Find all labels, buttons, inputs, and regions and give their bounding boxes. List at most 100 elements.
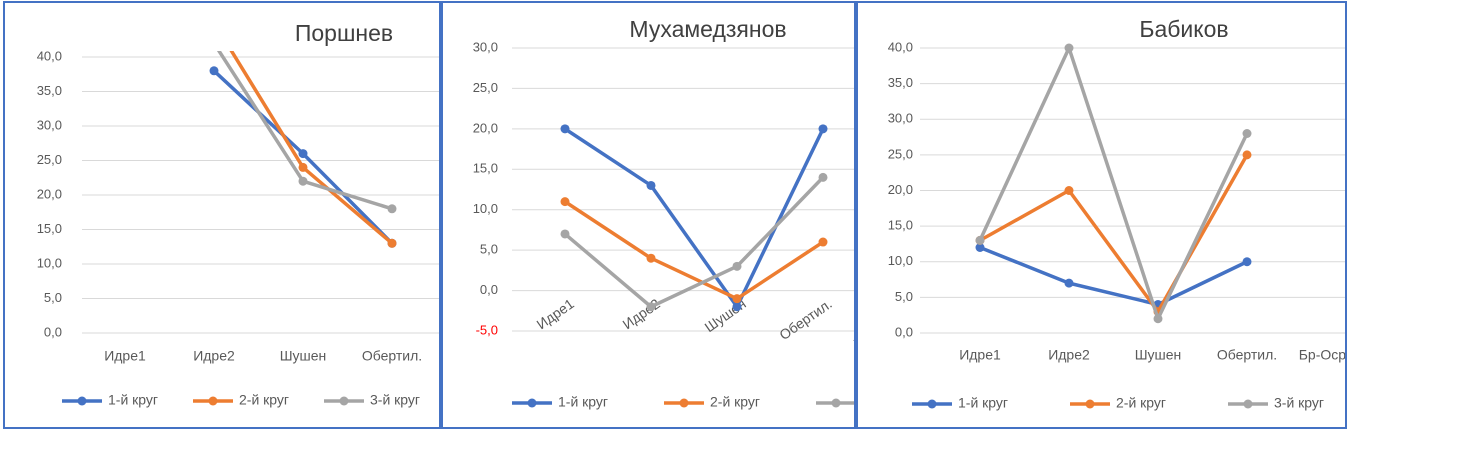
chart-panel: Бабиков 0,0 5,0 10,0 15,0 20,0 25,0 30,0 35,0 40,… xyxy=(856,1,1347,429)
series-line xyxy=(229,51,394,245)
series-line xyxy=(979,245,1248,307)
y-tick-label: 25,0 xyxy=(888,146,913,161)
series-line xyxy=(564,200,824,301)
plot-area xyxy=(975,43,1252,324)
data-point xyxy=(387,238,397,248)
panel-border xyxy=(856,1,1347,429)
panel-border xyxy=(3,1,441,429)
legend-swatch xyxy=(77,396,87,406)
x-tick-label: Шушен xyxy=(280,348,327,364)
legend-swatch xyxy=(339,396,349,406)
data-point xyxy=(1242,150,1252,160)
y-tick-label: 15,0 xyxy=(473,161,498,176)
y-tick-label: 20,0 xyxy=(37,186,62,201)
plot-area xyxy=(209,18,397,248)
y-tick-label: 5,0 xyxy=(895,289,913,304)
chart-title: Мухамедзянов xyxy=(629,16,786,42)
legend-swatch xyxy=(831,398,841,408)
y-tick-label: 40,0 xyxy=(37,48,62,63)
y-tick-label: 0,0 xyxy=(895,324,913,339)
legend-swatch xyxy=(1243,399,1253,409)
plot-area xyxy=(560,124,828,312)
legend-swatch xyxy=(527,398,537,408)
data-point xyxy=(1242,129,1252,138)
y-tick-label: 30,0 xyxy=(473,39,498,54)
data-point xyxy=(298,176,308,186)
y-tick-label: 15,0 xyxy=(37,221,62,236)
y-tick-label: 30,0 xyxy=(888,111,913,126)
data-point xyxy=(298,162,308,172)
y-tick-label: 5,0 xyxy=(480,242,498,257)
x-tick-label: Шушен xyxy=(702,295,749,335)
data-point xyxy=(210,18,219,27)
x-tick-label: Идре2 xyxy=(193,348,235,364)
legend-label: 2-й круг xyxy=(1116,395,1166,411)
data-point xyxy=(732,302,742,312)
series-line xyxy=(978,46,1249,321)
y-tick-label: 10,0 xyxy=(888,253,913,268)
y-tick-label: 30,0 xyxy=(37,117,62,132)
chart-panel: Поршнев 0,0 5,0 10,0 15,0 20,0 25,0 30,0 35,0 40,… xyxy=(3,1,441,429)
data-point xyxy=(646,302,656,312)
data-point xyxy=(732,261,742,271)
series-line xyxy=(979,154,1249,314)
y-tick-label: 25,0 xyxy=(473,80,498,95)
data-point xyxy=(1242,257,1252,267)
y-tick-label: 35,0 xyxy=(37,83,62,98)
data-point xyxy=(210,39,219,48)
y-tick-label: 35,0 xyxy=(888,75,913,90)
x-tick-label: Идре1 xyxy=(104,348,146,364)
x-tick-label: Идре1 xyxy=(534,295,577,332)
data-point xyxy=(387,204,397,214)
data-point xyxy=(1064,186,1074,195)
chart-title: Бабиков xyxy=(1139,16,1228,42)
x-tick-label: Обертил. xyxy=(1217,347,1277,363)
data-point xyxy=(646,180,656,190)
data-point xyxy=(818,124,828,134)
legend-swatch xyxy=(927,399,937,409)
y-tick-label: 40,0 xyxy=(888,39,913,54)
y-tick-label: 5,0 xyxy=(44,290,62,305)
data-point xyxy=(560,197,570,207)
x-tick-label: Идре1 xyxy=(959,347,1001,363)
data-point xyxy=(975,235,985,245)
legend-label: 2-й круг xyxy=(710,394,760,410)
legend-swatch xyxy=(679,398,689,408)
x-tick-label: Идре2 xyxy=(1048,347,1090,363)
legend-label: 2-й круг xyxy=(239,392,289,408)
legend-label: 3-й круг xyxy=(1274,395,1324,411)
chart-title: Поршнев xyxy=(295,20,393,46)
data-point xyxy=(209,66,219,76)
data-point xyxy=(818,237,828,247)
y-tick-label: 20,0 xyxy=(473,120,498,135)
series-line xyxy=(564,127,825,309)
data-point xyxy=(560,124,570,134)
x-tick-label: Шушен xyxy=(1135,347,1182,363)
legend-swatch xyxy=(1085,399,1095,409)
data-point xyxy=(1064,43,1074,53)
data-point xyxy=(560,229,570,239)
x-tick-label: Обертил. xyxy=(776,295,835,343)
data-point xyxy=(1064,278,1074,288)
data-point xyxy=(1153,314,1163,324)
y-tick-label: 25,0 xyxy=(37,152,62,167)
y-tick-label: 0,0 xyxy=(480,282,498,297)
x-tick-label: Обертил. xyxy=(362,348,422,364)
legend-label: 1-й круг xyxy=(108,392,158,408)
legend-label: 3-й круг xyxy=(370,392,420,408)
data-point xyxy=(646,253,656,263)
legend-label: 1-й круг xyxy=(558,394,608,410)
y-tick-label: 15,0 xyxy=(888,218,913,233)
y-tick-label: -5,0 xyxy=(476,322,498,337)
data-point xyxy=(975,243,985,252)
x-tick-label: Бр-Оср 1_1 xyxy=(1299,347,1347,363)
y-tick-label: 10,0 xyxy=(37,255,62,270)
y-tick-label: 20,0 xyxy=(888,182,913,197)
panel-border xyxy=(441,1,856,429)
data-point xyxy=(732,294,742,304)
y-tick-label: 0,0 xyxy=(44,324,62,339)
y-tick-label: 10,0 xyxy=(473,201,498,216)
chart-panel: Мухамедзянов -5,0 0,0 5,0 10,0 15,0 20,0 25,0 30… xyxy=(441,1,856,429)
legend-label: 1-й круг xyxy=(958,395,1008,411)
